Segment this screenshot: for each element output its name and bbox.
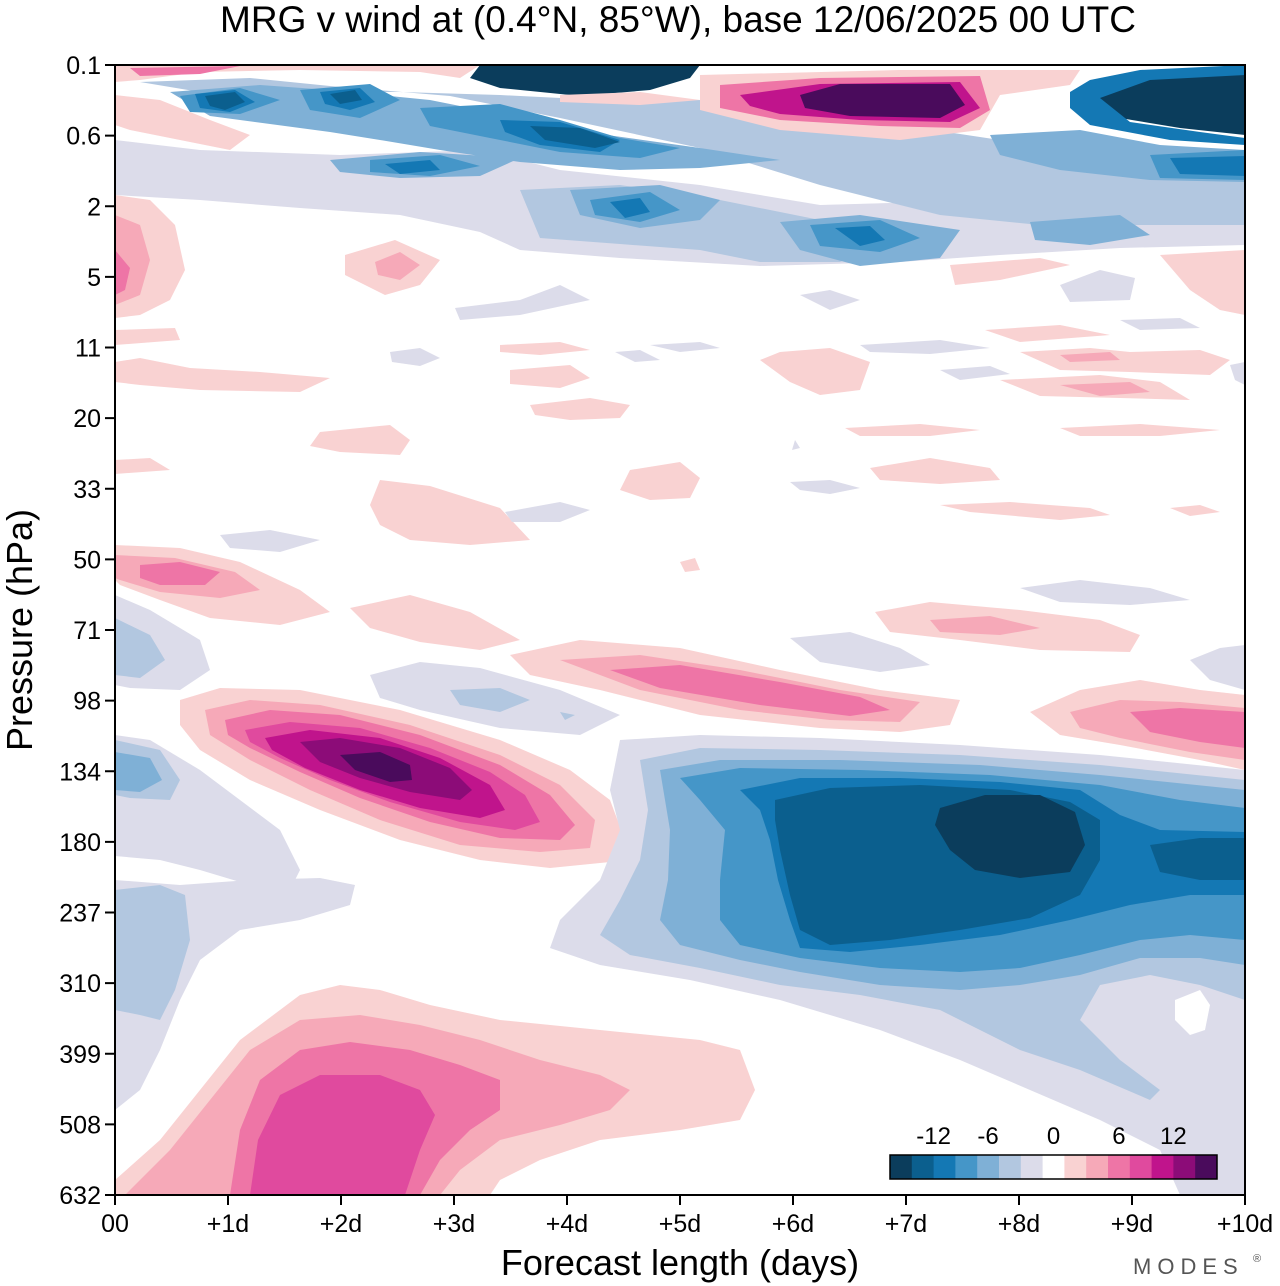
colorbar-swatch bbox=[1042, 1155, 1065, 1179]
y-tick-label: 508 bbox=[59, 1111, 101, 1139]
colorbar-swatch bbox=[933, 1155, 956, 1179]
contour-white-hole-right bbox=[1175, 990, 1210, 1035]
colorbar-label: 0 bbox=[1047, 1123, 1060, 1150]
y-tick-label: 11 bbox=[75, 335, 101, 363]
x-tick-label: +9d bbox=[1111, 1210, 1153, 1238]
colorbar-swatch bbox=[911, 1155, 935, 1179]
contour-pos-5hPa-right-1 bbox=[950, 258, 1070, 285]
colorbar-label: -6 bbox=[977, 1123, 998, 1150]
x-tick-label: +5d bbox=[659, 1210, 701, 1238]
x-tick-label: +3d bbox=[433, 1210, 475, 1238]
contour-strato-neg-band-6 bbox=[205, 90, 620, 148]
colorbar-swatch bbox=[1064, 1155, 1087, 1179]
y-tick-label: 50 bbox=[73, 546, 101, 574]
y-tick-label: 0.6 bbox=[66, 123, 101, 151]
contour-pos-20hPa bbox=[115, 398, 1220, 572]
contour-neg-134-left-2 bbox=[115, 740, 190, 1020]
contour-pos-11hPa-mid bbox=[500, 325, 1230, 400]
colorbar-swatch bbox=[1173, 1155, 1196, 1179]
chart-title: MRG v wind at (0.4°N, 85°W), base 12/06/… bbox=[220, 0, 1136, 40]
y-tick-label: 98 bbox=[73, 688, 101, 716]
colorbar: -12 -6 0 6 12 bbox=[889, 1123, 1218, 1180]
contour-pos-71hPa-right-2 bbox=[930, 616, 1040, 635]
contour-pos-11hPa-left bbox=[115, 328, 330, 392]
x-tick-label: +8d bbox=[998, 1210, 1040, 1238]
contour-upper-neg-7 bbox=[935, 795, 1085, 878]
y-tick-label: 632 bbox=[59, 1182, 101, 1210]
colorbar-swatch bbox=[1151, 1155, 1174, 1179]
contour-neg-98hPa-2 bbox=[450, 688, 575, 720]
contour-strato-neg-band-2 bbox=[140, 78, 1245, 262]
contour-strato-neg-band-4 bbox=[180, 84, 1245, 252]
y-axis: 0.1 0.6 2 5 11 20 33 50 71 98 134 180 237 310 399 508 63… bbox=[59, 52, 115, 1210]
x-tick-label: +2d bbox=[320, 1210, 362, 1238]
contour-pos-98hPa-3 bbox=[610, 665, 1245, 748]
contour-strato-neg-band-3 bbox=[170, 85, 1245, 266]
colorbar-label: -12 bbox=[916, 1123, 951, 1150]
y-tick-label: 134 bbox=[59, 758, 101, 786]
y-tick-label: 0.1 bbox=[66, 52, 101, 80]
contour-neg-20hPa bbox=[220, 440, 1190, 605]
contour-pos-71hPa-left bbox=[350, 595, 520, 650]
contour-pos-50hPa-3 bbox=[140, 562, 220, 585]
contour-field bbox=[115, 65, 1245, 1195]
y-axis-title: Pressure (hPa) bbox=[0, 509, 40, 751]
contour-strato-pos-4 bbox=[800, 84, 965, 118]
colorbar-swatch bbox=[977, 1155, 1000, 1179]
contour-neg-11hPa bbox=[390, 318, 1245, 385]
contour-pos-5hPa-right-2 bbox=[1160, 250, 1245, 315]
x-axis-title: Forecast length (days) bbox=[501, 1242, 859, 1283]
contour-upper-pos-7 bbox=[340, 752, 412, 782]
contour-lower-pos-4 bbox=[250, 1075, 435, 1195]
contour-neg-5hPa-mid bbox=[455, 285, 860, 320]
contour-strato-neg-band-5 bbox=[195, 88, 1245, 246]
contour-neg-134-left bbox=[115, 735, 355, 1110]
y-tick-label: 237 bbox=[59, 900, 101, 928]
y-tick-label: 5 bbox=[87, 264, 101, 292]
contour-pos-11hPa-pink-2 bbox=[1060, 352, 1150, 396]
y-tick-label: 399 bbox=[59, 1041, 101, 1069]
x-tick-label: 00 bbox=[101, 1210, 129, 1238]
contour-neg-71hPa-left-2 bbox=[115, 618, 165, 678]
colorbar-swatch bbox=[1086, 1155, 1109, 1179]
contour-strato-neg-top-right-outer bbox=[1070, 65, 1245, 145]
colorbar-swatch bbox=[999, 1155, 1022, 1179]
contour-neg-134-left-3 bbox=[115, 752, 162, 792]
contour-neg-71hPa-right bbox=[790, 632, 1245, 690]
y-tick-label: 20 bbox=[73, 405, 101, 433]
x-tick-label: +6d bbox=[772, 1210, 814, 1238]
colorbar-swatch bbox=[955, 1155, 978, 1179]
colorbar-swatch bbox=[890, 1155, 913, 1179]
contour-pos-5hPa-center-2 bbox=[375, 252, 420, 280]
colorbar-label: 12 bbox=[1160, 1123, 1187, 1150]
contour-pos-5hPa-left-3 bbox=[115, 250, 130, 295]
colorbar-swatch bbox=[1108, 1155, 1131, 1179]
contour-neg-5hPa-right bbox=[1060, 270, 1135, 302]
y-tick-label: 310 bbox=[59, 970, 101, 998]
y-tick-label: 2 bbox=[87, 193, 101, 221]
modes-trademark: ® bbox=[1253, 1253, 1261, 1265]
colorbar-frame bbox=[889, 1154, 1218, 1180]
colorbar-swatch bbox=[1020, 1155, 1044, 1179]
contour-strato-neg-top-center bbox=[470, 65, 700, 96]
modes-logo: MODES bbox=[1133, 1254, 1244, 1279]
colorbar-swatch bbox=[1129, 1155, 1153, 1179]
y-tick-label: 71 bbox=[73, 617, 101, 645]
y-tick-label: 180 bbox=[59, 829, 101, 857]
colorbar-swatch bbox=[1195, 1155, 1218, 1179]
x-tick-label: +10d bbox=[1217, 1210, 1273, 1238]
x-tick-label: +1d bbox=[207, 1210, 249, 1238]
x-tick-label: +4d bbox=[546, 1210, 588, 1238]
x-axis: 00 +1d +2d +3d +4d +5d +6d +7d +8d +9d +10d bbox=[101, 1195, 1273, 1238]
y-tick-label: 33 bbox=[73, 476, 101, 504]
colorbar-label: 6 bbox=[1112, 1123, 1125, 1150]
x-tick-label: +7d bbox=[885, 1210, 927, 1238]
